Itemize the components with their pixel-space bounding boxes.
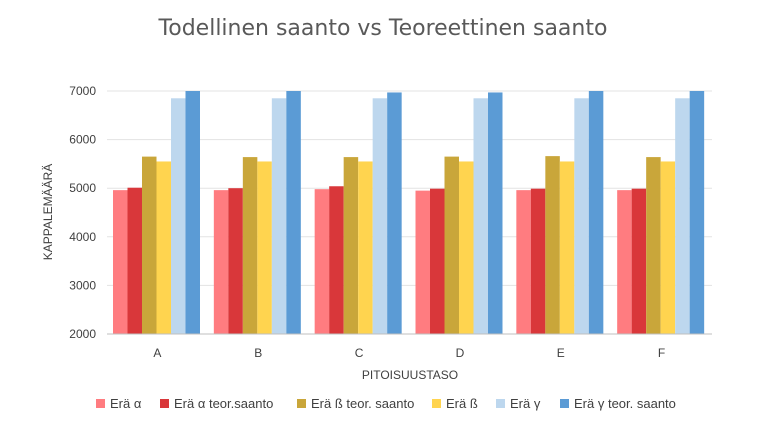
y-tick-label: 3000 (69, 278, 96, 292)
chart-title: Todellinen saanto vs Teoreettinen saanto (158, 16, 608, 41)
bar-E-2 (545, 156, 560, 334)
y-tick-label: 7000 (69, 84, 96, 98)
bar-D-5 (488, 92, 503, 334)
x-tick-label: C (355, 346, 364, 360)
gridlines (107, 90, 712, 286)
y-tick-label: 6000 (69, 133, 96, 147)
bar-B-3 (257, 161, 272, 334)
x-tick-label: B (254, 346, 262, 360)
bar-C-2 (343, 157, 359, 334)
x-tick-label: E (557, 346, 565, 360)
legend-label: Erä γ (510, 396, 541, 411)
bar-F-3 (660, 161, 676, 334)
bar-A-3 (156, 161, 171, 334)
bar-A-5 (185, 91, 200, 334)
bars (113, 91, 705, 334)
bar-C-0 (314, 189, 330, 334)
bar-E-5 (588, 91, 604, 334)
bar-C-5 (387, 92, 402, 334)
legend: Erä α Erä α teor.saanto Erä ß teor. saanto… (96, 396, 676, 411)
legend-swatch (96, 399, 105, 408)
bar-F-5 (689, 91, 705, 334)
legend-swatch (560, 399, 569, 408)
bar-A-0 (113, 190, 128, 334)
legend-label: Erä α teor.saanto (174, 396, 273, 411)
bar-C-4 (372, 98, 388, 334)
legend-swatch (297, 399, 306, 408)
bar-B-1 (228, 188, 243, 334)
y-tick-label: 4000 (69, 230, 96, 244)
bar-A-2 (142, 156, 157, 334)
bar-E-0 (516, 190, 531, 334)
bar-B-5 (286, 91, 301, 334)
bar-E-1 (530, 188, 546, 334)
x-tick-label: D (456, 346, 465, 360)
legend-swatch (160, 399, 169, 408)
bar-A-4 (171, 98, 186, 334)
legend-swatch (432, 399, 441, 408)
x-axis-label: PITOISUUSTASO (362, 368, 458, 382)
legend-label: Erä ß teor. saanto (311, 396, 414, 411)
bar-A-1 (127, 187, 142, 334)
bar-D-3 (459, 161, 474, 334)
bar-E-4 (574, 98, 589, 334)
bar-B-4 (271, 98, 287, 334)
legend-label: Erä ß (446, 396, 478, 411)
bar-D-4 (473, 98, 488, 334)
legend-label: Erä α (110, 396, 142, 411)
x-tick-label: A (153, 346, 161, 360)
bar-D-2 (444, 156, 459, 334)
y-axis-label: KAPPALEMÄÄRÄ (41, 164, 55, 260)
x-tick-label: F (658, 346, 665, 360)
bar-F-2 (646, 157, 661, 334)
bar-D-1 (430, 188, 445, 334)
legend-swatch (496, 399, 505, 408)
legend-label: Erä γ teor. saanto (574, 396, 676, 411)
bar-F-4 (675, 98, 690, 334)
y-tick-label: 2000 (69, 327, 96, 341)
bar-F-0 (617, 190, 632, 334)
bar-C-1 (329, 186, 344, 334)
y-tick-label: 5000 (69, 181, 96, 195)
y-axis-ticks: 2000 3000 4000 5000 6000 7000 (69, 84, 96, 341)
x-axis-ticks: A B C D E F (153, 346, 665, 360)
bar-B-2 (242, 157, 258, 334)
bar-C-3 (358, 161, 373, 334)
bar-E-3 (559, 161, 575, 334)
bar-B-0 (213, 190, 229, 334)
bar-F-1 (631, 188, 647, 334)
bar-D-0 (415, 190, 430, 334)
